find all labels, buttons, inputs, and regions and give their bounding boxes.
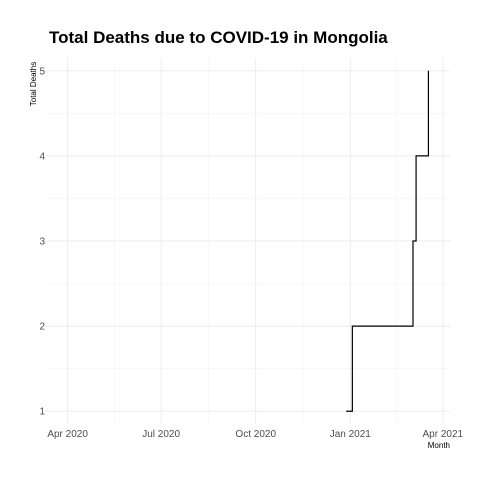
x-axis-ticks: Apr 2020 Jul 2020 Oct 2020 Jan 2021 Apr 2021 bbox=[47, 429, 463, 440]
x-tick-label: Apr 2020 bbox=[47, 429, 88, 440]
y-axis-label: Total Deaths bbox=[29, 62, 38, 106]
x-tick-label: Jul 2020 bbox=[142, 429, 180, 440]
x-axis-label: Month bbox=[428, 441, 450, 450]
y-tick-label: 1 bbox=[39, 407, 45, 418]
y-tick-label: 5 bbox=[39, 66, 45, 77]
x-tick-label: Oct 2020 bbox=[235, 429, 276, 440]
y-tick-label: 4 bbox=[39, 151, 45, 162]
grid bbox=[45, 58, 450, 424]
y-tick-label: 2 bbox=[39, 322, 45, 333]
y-tick-label: 3 bbox=[39, 237, 45, 248]
x-tick-label: Jan 2021 bbox=[330, 429, 372, 440]
chart-title: Total Deaths due to COVID-19 in Mongolia bbox=[49, 28, 388, 47]
x-tick-label: Apr 2021 bbox=[423, 429, 464, 440]
y-axis-ticks: 1 2 3 4 5 bbox=[39, 66, 45, 417]
